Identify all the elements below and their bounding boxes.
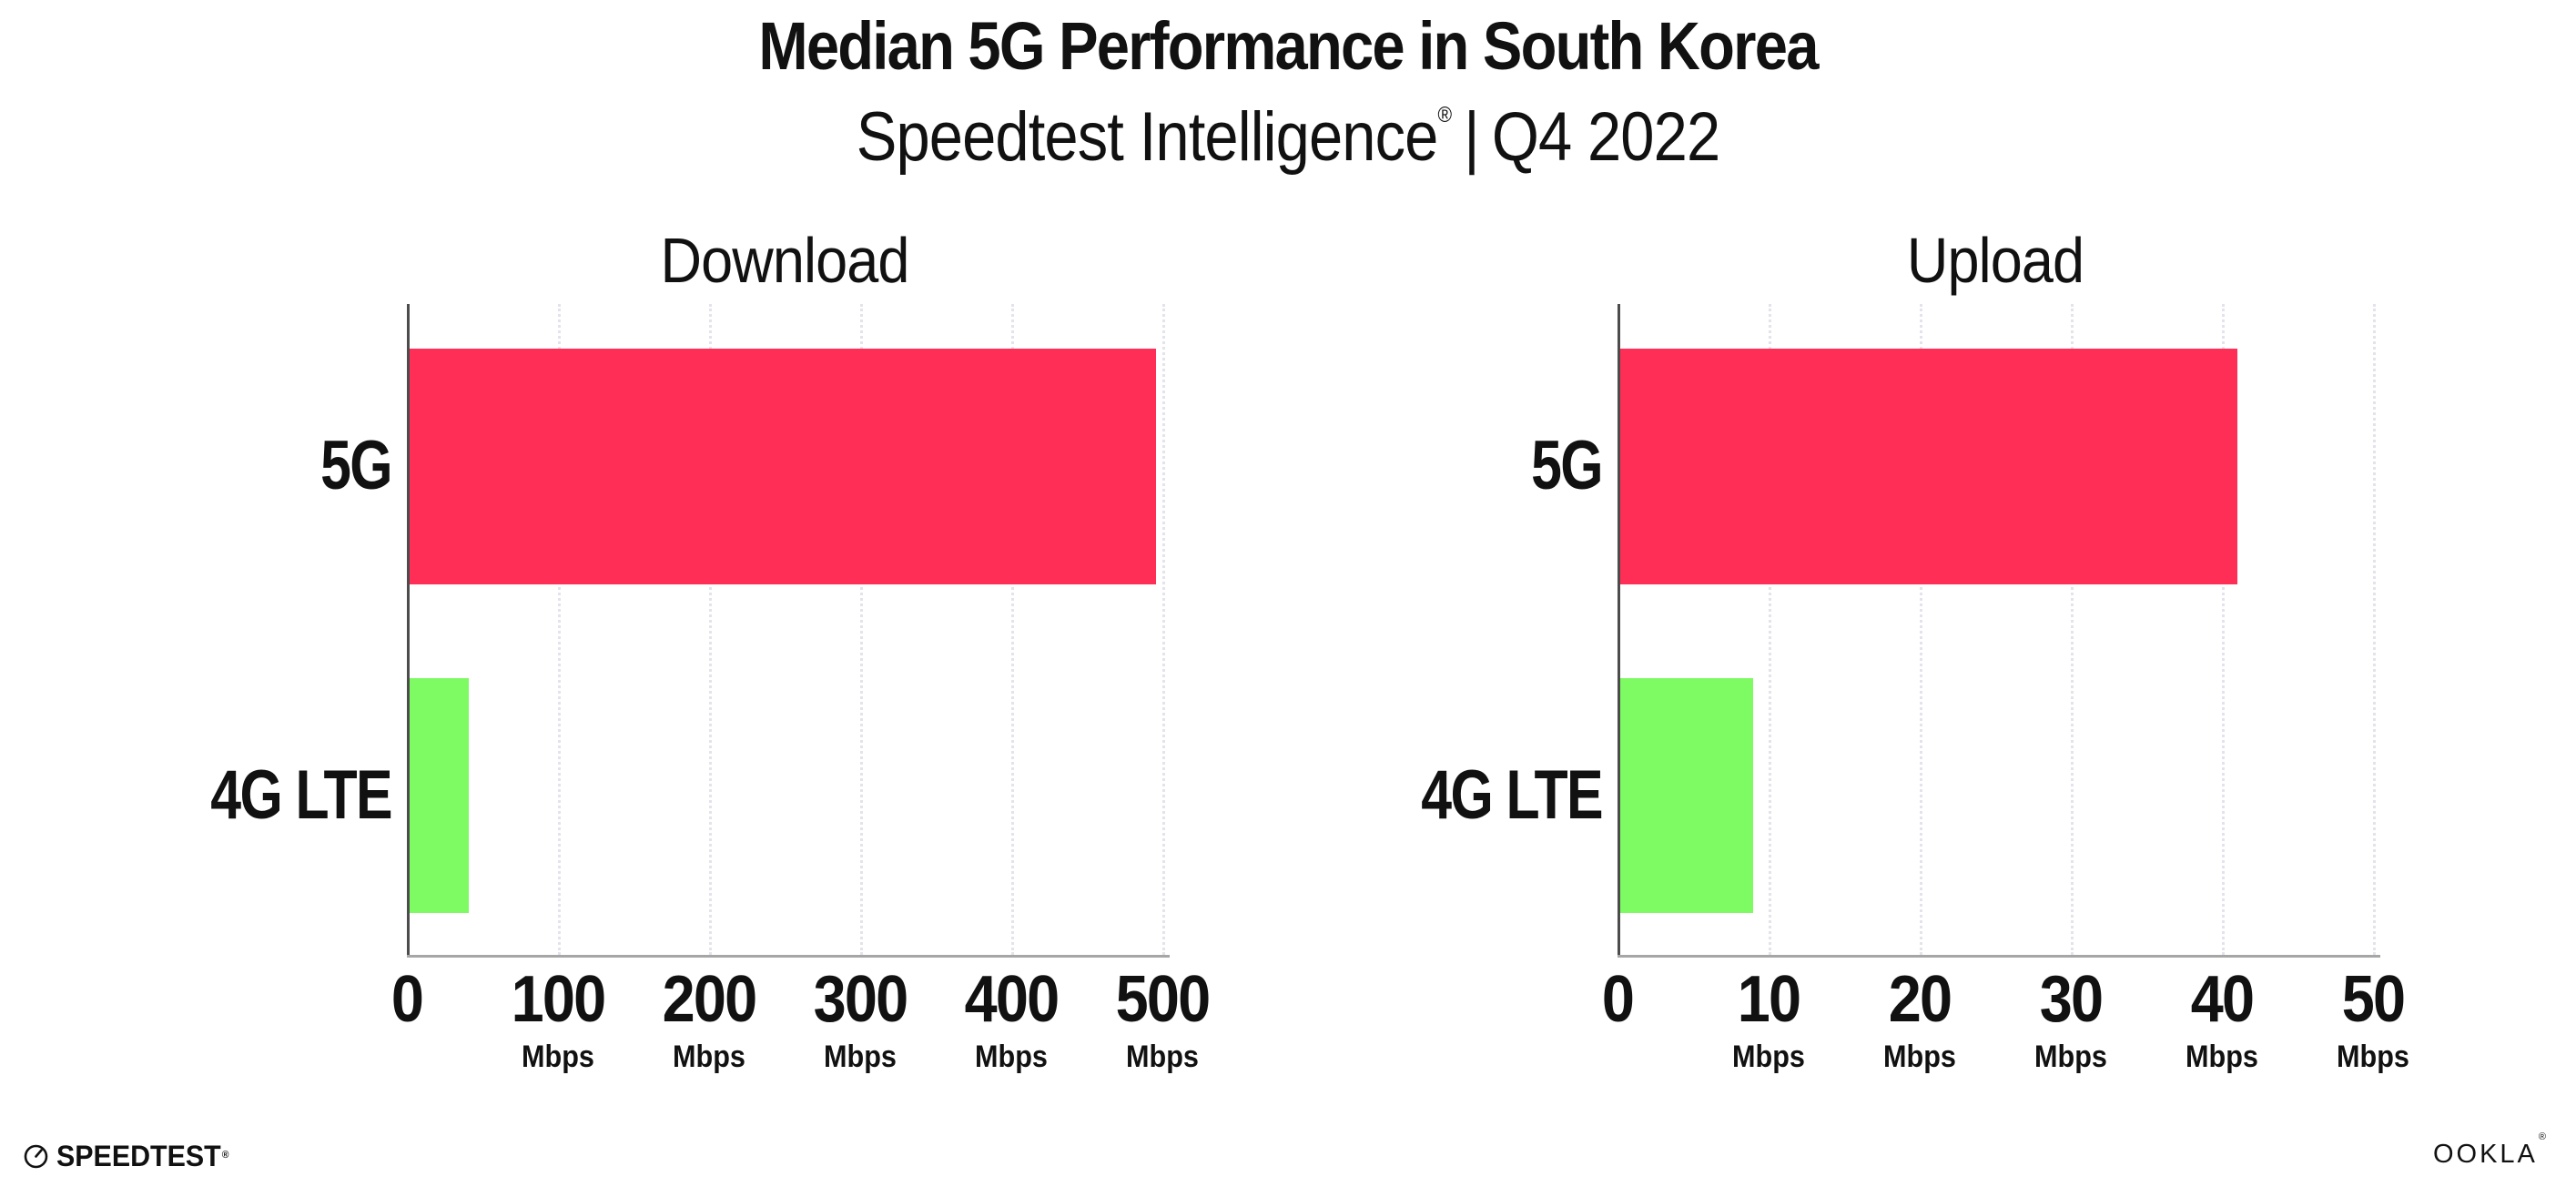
bar-5g-upload bbox=[1618, 349, 2237, 584]
x-axis-tick-20: 20 Mbps bbox=[1880, 967, 1961, 1072]
tick-unit-label bbox=[1602, 1041, 1633, 1072]
gridline-30-mbps bbox=[2071, 304, 2074, 955]
tick-value: 40 bbox=[2190, 963, 2255, 1036]
download-plot-area bbox=[407, 304, 1170, 958]
tick-unit-label: Mbps bbox=[824, 1040, 897, 1074]
category-label-5g: 5G bbox=[320, 427, 393, 504]
x-axis-tick-100: 100 Mbps bbox=[506, 967, 610, 1072]
upload-plot-area bbox=[1618, 304, 2380, 958]
ookla-logo: OOKLA ® bbox=[2432, 1131, 2549, 1170]
gridline-20-mbps bbox=[1920, 304, 1922, 955]
gridline-100-mbps bbox=[558, 304, 561, 955]
upload-chart-panel: Upload 5G 4G LTE 0 10 Mbps 20 Mbps 30 Mbps 40 Mb… bbox=[1211, 218, 2499, 1129]
x-axis-tick-500: 500 Mbps bbox=[1111, 967, 1214, 1072]
tick-unit-label: Mbps bbox=[1126, 1040, 1199, 1074]
bar-4g-lte-upload bbox=[1618, 678, 1754, 913]
speedtest-gauge-icon bbox=[24, 1144, 48, 1169]
tick-unit-label: Mbps bbox=[673, 1040, 745, 1074]
tick-value: 0 bbox=[1601, 963, 1635, 1036]
x-axis-tick-10: 10 Mbps bbox=[1729, 967, 1810, 1072]
subtitle-period: Q4 2022 bbox=[1491, 98, 1720, 176]
gridline-400-mbps bbox=[1011, 304, 1014, 955]
category-label-5g: 5G bbox=[1531, 427, 1604, 504]
gridline-10-mbps bbox=[1769, 304, 1771, 955]
download-x-axis-line bbox=[407, 955, 1170, 958]
x-axis-tick-0: 0 bbox=[1600, 967, 1635, 1072]
speedtest-registered-mark: ® bbox=[221, 1150, 229, 1161]
tick-value: 100 bbox=[511, 963, 607, 1036]
tick-unit-label: Mbps bbox=[975, 1040, 1048, 1074]
speedtest-logo: SPEEDTEST® bbox=[24, 1140, 238, 1173]
x-axis-tick-30: 30 Mbps bbox=[2031, 967, 2112, 1072]
x-axis-tick-400: 400 Mbps bbox=[959, 967, 1063, 1072]
download-chart-title: Download bbox=[660, 225, 910, 296]
category-label-4g-lte: 4G LTE bbox=[1421, 756, 1603, 834]
subtitle-brand: Speedtest Intelligence bbox=[856, 98, 1439, 176]
gridline-300-mbps bbox=[860, 304, 863, 955]
download-y-axis-line bbox=[407, 304, 410, 955]
tick-unit-label: Mbps bbox=[1732, 1040, 1805, 1074]
download-chart-panel: Download 5G 4G LTE 0 100 Mbps 200 Mbps 300 Mbp… bbox=[0, 218, 1288, 1129]
tick-unit-label: Mbps bbox=[2034, 1040, 2107, 1074]
gridline-200-mbps bbox=[709, 304, 712, 955]
bar-4g-lte-download bbox=[407, 678, 470, 913]
category-label-4g-lte: 4G LTE bbox=[210, 756, 392, 834]
upload-x-axis-labels: 0 10 Mbps 20 Mbps 30 Mbps 40 Mbps 50 Mbps bbox=[1602, 967, 2409, 1112]
header: Median 5G Performance in South Korea Spe… bbox=[0, 0, 2576, 177]
upload-y-axis-line bbox=[1618, 304, 1620, 955]
tick-unit-label: Mbps bbox=[2337, 1040, 2409, 1074]
chart-subtitle: Speedtest Intelligence® | Q4 2022 bbox=[155, 97, 2421, 177]
gridline-50-mbps bbox=[2373, 304, 2376, 955]
tick-value: 20 bbox=[1888, 963, 1952, 1036]
tick-value: 200 bbox=[662, 963, 758, 1036]
x-axis-tick-40: 40 Mbps bbox=[2182, 967, 2263, 1072]
ookla-wordmark: OOKLA bbox=[2432, 1140, 2538, 1169]
subtitle-separator: | bbox=[1464, 98, 1479, 176]
gridline-500-mbps bbox=[1162, 304, 1165, 955]
download-x-axis-labels: 0 100 Mbps 200 Mbps 300 Mbps 400 Mbps 500 Mbps bbox=[391, 967, 1211, 1112]
tick-value: 10 bbox=[1737, 963, 1801, 1036]
tick-value: 300 bbox=[813, 963, 909, 1036]
bar-5g-download bbox=[407, 349, 1157, 584]
x-axis-tick-200: 200 Mbps bbox=[657, 967, 761, 1072]
gridline-40-mbps bbox=[2222, 304, 2225, 955]
tick-value: 500 bbox=[1115, 963, 1212, 1036]
tick-unit-label: Mbps bbox=[1883, 1040, 1956, 1074]
tick-value: 0 bbox=[390, 963, 424, 1036]
x-axis-tick-0: 0 bbox=[390, 967, 424, 1072]
tick-value: 30 bbox=[2039, 963, 2104, 1036]
x-axis-tick-300: 300 Mbps bbox=[808, 967, 912, 1072]
registered-trademark-symbol: ® bbox=[1437, 103, 1452, 127]
x-axis-tick-50: 50 Mbps bbox=[2333, 967, 2414, 1072]
speedtest-wordmark: SPEEDTEST® bbox=[56, 1140, 229, 1172]
ookla-registered-mark: ® bbox=[2538, 1131, 2549, 1142]
upload-x-axis-line bbox=[1618, 955, 2380, 958]
tick-unit-label bbox=[391, 1041, 422, 1072]
tick-value: 400 bbox=[964, 963, 1060, 1036]
tick-value: 50 bbox=[2341, 963, 2406, 1036]
upload-chart-title: Upload bbox=[1906, 225, 2084, 296]
tick-unit-label: Mbps bbox=[2186, 1040, 2258, 1074]
chart-main-title: Median 5G Performance in South Korea bbox=[758, 8, 1819, 84]
tick-unit-label: Mbps bbox=[522, 1040, 594, 1074]
